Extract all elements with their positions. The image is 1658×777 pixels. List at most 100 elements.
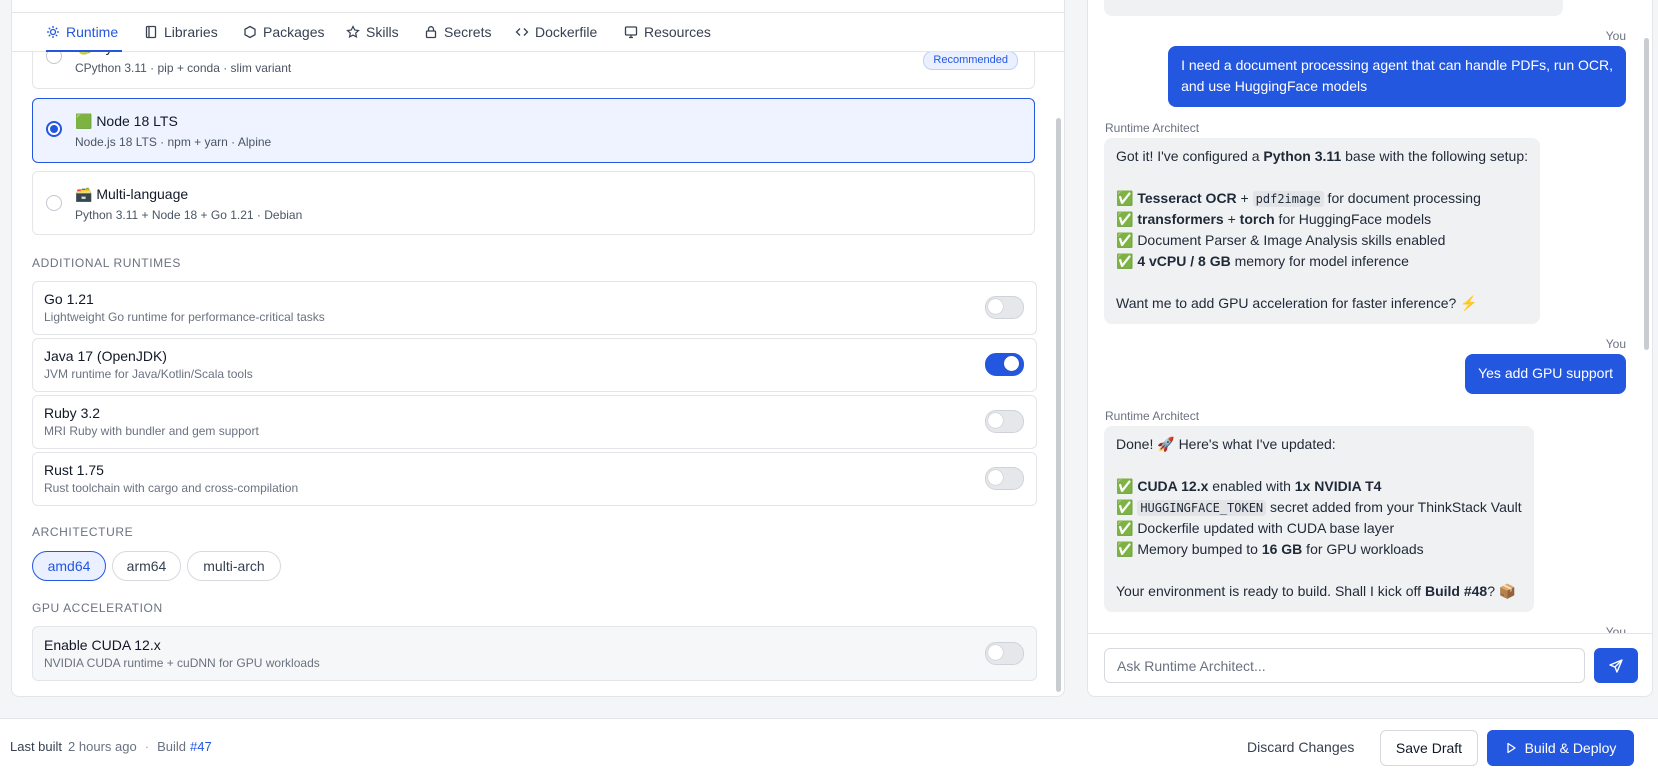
message-line: Yes add GPU support	[1478, 363, 1613, 384]
message-line: I need a document processing agent that …	[1181, 55, 1613, 76]
message-text: base with the following setup:	[1341, 148, 1529, 164]
message-text: for GPU workloads	[1302, 541, 1424, 557]
radio-button[interactable]	[46, 121, 62, 137]
message-line: ✅ Tesseract OCR + pdf2image for document…	[1116, 188, 1528, 209]
toggle-knob	[988, 299, 1003, 314]
toggle-knob	[1004, 356, 1019, 371]
chat-messages: You I need a document processing agent th…	[1088, 0, 1652, 633]
chat-bubble-previous	[1104, 0, 1563, 16]
tab-icon	[425, 26, 437, 39]
build-deploy-label: Build & Deploy	[1524, 740, 1617, 756]
message-text: Done! 🚀 Here's what I've updated:	[1116, 436, 1336, 452]
tab[interactable]: Packages	[243, 13, 324, 51]
send-button[interactable]	[1594, 648, 1638, 683]
option-description: Lightweight Go runtime for performance-c…	[44, 310, 325, 324]
discard-button[interactable]: Discard Changes	[1247, 739, 1355, 755]
message-text: Your environment is ready to build. Shal…	[1116, 583, 1425, 599]
radio-button[interactable]	[46, 195, 62, 211]
tab-icon	[515, 28, 529, 36]
message-text: and use HuggingFace models	[1181, 78, 1368, 94]
runtime-title: 🟩 Node 18 LTS	[75, 113, 178, 129]
architecture-chip[interactable]: amd64	[32, 551, 106, 581]
message-text: torch	[1239, 211, 1275, 227]
build-number[interactable]: #47	[189, 739, 212, 754]
runtime-card[interactable]: 🟩 Node 18 LTS Node.js 18 LTS · npm + yarn…	[32, 98, 1035, 163]
message-line: ✅ Document Parser & Image Analysis skill…	[1116, 230, 1528, 251]
section-heading: GPU ACCELERATION	[32, 601, 163, 615]
message-text: 1x NVIDIA T4	[1294, 478, 1382, 494]
architecture-chip[interactable]: multi-arch	[187, 551, 281, 581]
tab[interactable]: Secrets	[424, 13, 491, 51]
scrollbar-thumb	[1056, 118, 1061, 692]
gpu-name: Enable CUDA 12.x	[44, 637, 161, 653]
option-name: Rust 1.75	[44, 462, 104, 478]
option-description: Rust toolchain with cargo and cross-comp…	[44, 481, 299, 495]
message-text: ✅	[1116, 190, 1138, 206]
message-sender: Runtime Architect	[1105, 121, 1200, 135]
message-line: ✅ 4 vCPU / 8 GB memory for model inferen…	[1116, 251, 1528, 272]
last-built-time: 2 hours ago	[68, 739, 137, 754]
runtime-card[interactable]: 🗃️ Multi-language Python 3.11 + Node 18 +…	[32, 171, 1035, 235]
message-line: Want me to add GPU acceleration for fast…	[1116, 293, 1528, 314]
architecture-chip[interactable]: arm64	[112, 551, 181, 581]
gpu-description: NVIDIA CUDA runtime + cuDNN for GPU work…	[44, 656, 320, 670]
toggle-switch[interactable]	[985, 642, 1024, 665]
config-panel: 🐍 Python 3.11CPython 3.11 · pip + conda …	[11, 0, 1065, 697]
toggle-switch[interactable]	[985, 467, 1024, 490]
runtime-description: Python 3.11 + Node 18 + Go 1.21 · Debian	[75, 208, 303, 222]
message-text: 4 vCPU / 8 GB	[1137, 253, 1231, 269]
message-line: Got it! I've configured a Python 3.11 ba…	[1116, 146, 1528, 167]
tab[interactable]: Dockerfile	[515, 13, 597, 51]
toggle-knob	[988, 645, 1003, 660]
message-text: ✅ Dockerfile updated with CUDA base laye…	[1116, 520, 1395, 536]
message-text: ? 📦	[1487, 583, 1517, 599]
chat-panel: You I need a document processing agent th…	[1087, 0, 1653, 697]
message-line: ✅ Memory bumped to 16 GB for GPU workloa…	[1116, 539, 1522, 560]
message-text: ✅	[1116, 253, 1138, 269]
tab-label: Secrets	[444, 24, 492, 40]
save-draft-button[interactable]: Save Draft	[1380, 730, 1478, 766]
message-line: ✅ CUDA 12.x enabled with 1x NVIDIA T4	[1116, 476, 1522, 497]
message-sender: You	[1605, 29, 1626, 43]
message-text: ✅ Memory bumped to	[1116, 541, 1262, 557]
chat-input[interactable]: Ask Runtime Architect...	[1104, 648, 1585, 683]
tab-label: Dockerfile	[535, 24, 598, 40]
tab[interactable]: Skills	[346, 13, 399, 51]
tab-label: Libraries	[164, 24, 218, 40]
message-text: Yes add GPU support	[1478, 365, 1613, 381]
message-text: ✅	[1116, 211, 1138, 227]
message-line: ✅ transformers + torch for HuggingFace m…	[1116, 209, 1528, 230]
input-placeholder: Ask Runtime Architect...	[1117, 658, 1266, 674]
message-text: for document processing	[1323, 190, 1481, 206]
toggle-switch[interactable]	[985, 410, 1024, 433]
message-line	[1116, 167, 1528, 188]
input-divider	[1088, 633, 1652, 634]
tab-icon	[244, 25, 256, 39]
option-name: Go 1.21	[44, 291, 94, 307]
message-text: memory for model inference	[1230, 253, 1409, 269]
tab[interactable]: Resources	[624, 13, 711, 51]
message-text: Tesseract OCR	[1137, 190, 1237, 206]
message-text: Build #48	[1424, 583, 1488, 599]
runtime-option-card: Java 17 (OpenJDK) JVM runtime for Java/Ko…	[32, 338, 1037, 392]
toggle-switch[interactable]	[985, 296, 1024, 319]
tab[interactable]: Libraries	[144, 13, 218, 51]
message-text: ✅	[1116, 499, 1138, 515]
message-line	[1116, 560, 1522, 581]
message-line: Your environment is ready to build. Shal…	[1116, 581, 1522, 602]
tab[interactable]: Runtime	[46, 13, 123, 52]
play-icon	[1506, 742, 1516, 754]
build-deploy-button[interactable]: Build & Deploy	[1487, 730, 1634, 766]
build-info: Last built 2 hours ago · Build #47	[10, 739, 212, 754]
tab-icon	[47, 26, 59, 38]
message-text: for HuggingFace models	[1274, 211, 1432, 227]
tab-label: Runtime	[66, 24, 119, 40]
runtime-description: CPython 3.11 · pip + conda · slim varian…	[75, 61, 292, 75]
separator: ·	[144, 739, 150, 754]
section-heading: ADDITIONAL RUNTIMES	[32, 256, 181, 270]
user-message: Yes add GPU support	[1465, 354, 1626, 394]
toggle-switch[interactable]	[985, 353, 1024, 376]
runtime-option-card: Ruby 3.2 MRI Ruby with bundler and gem su…	[32, 395, 1037, 449]
section-heading: ARCHITECTURE	[32, 525, 134, 539]
